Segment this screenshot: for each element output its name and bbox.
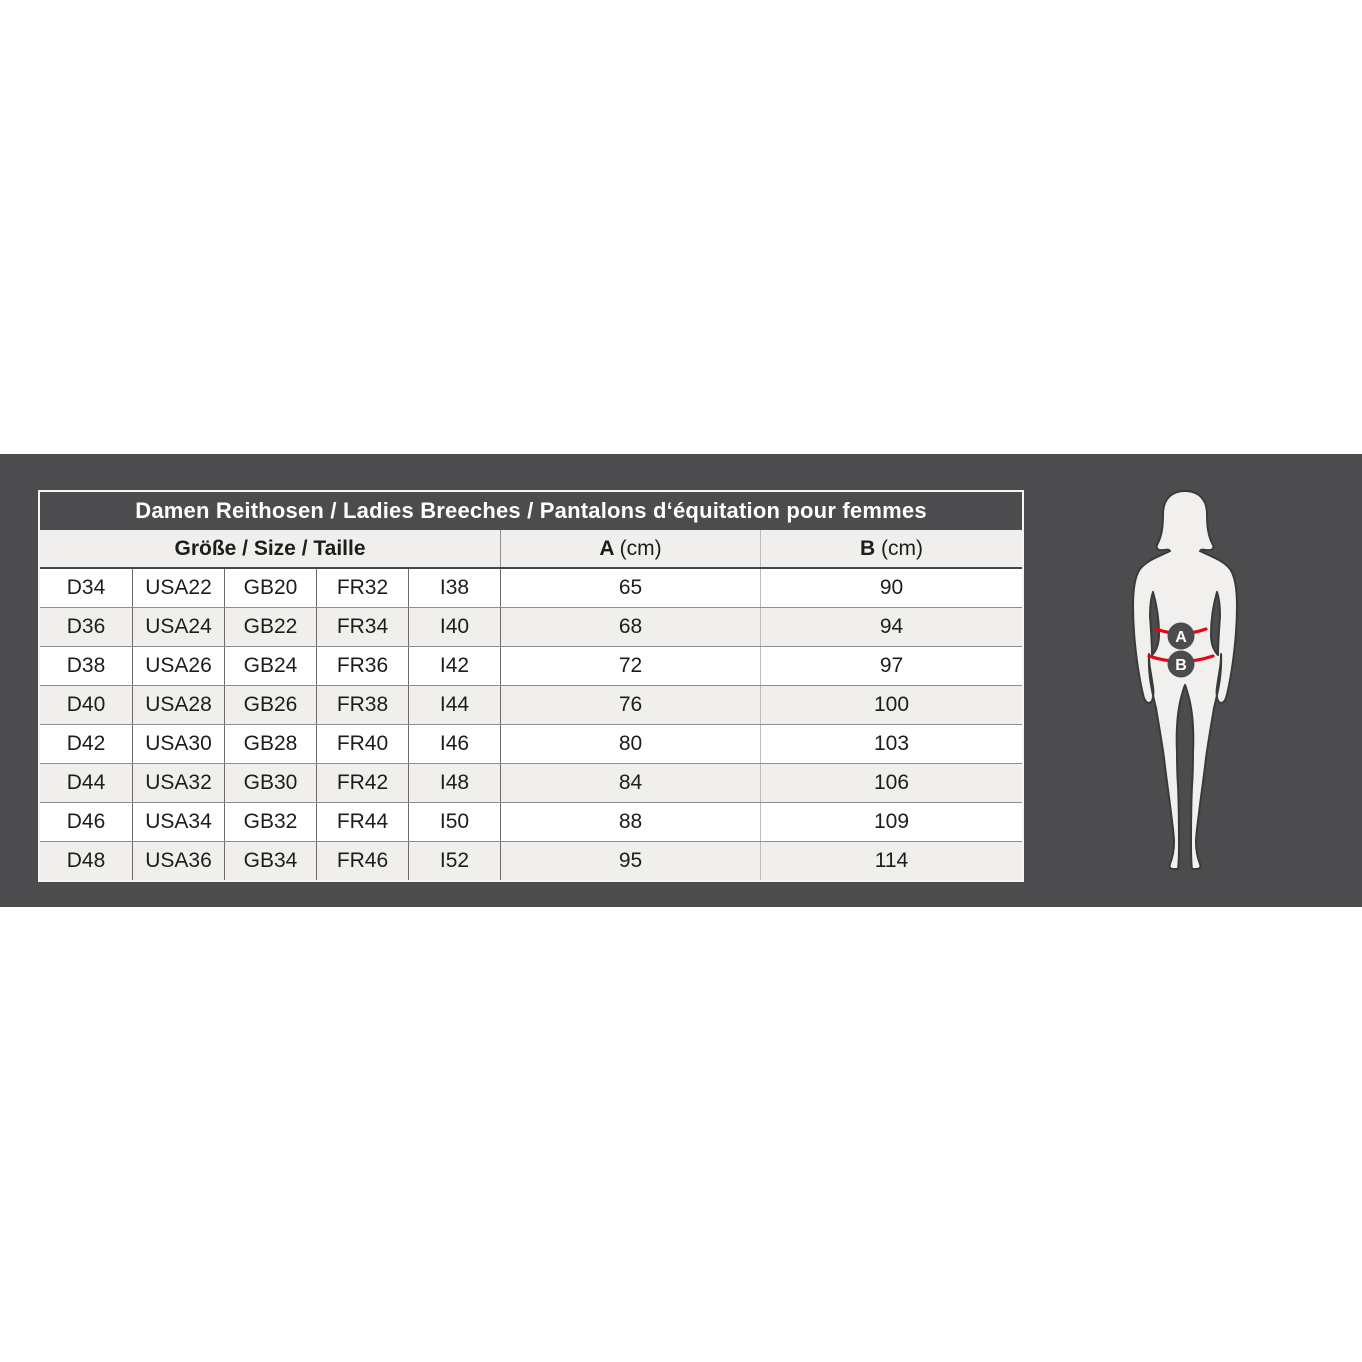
measurement-a-cell: 84 (500, 764, 760, 802)
measurement-b-cell: 100 (760, 686, 1022, 724)
table-row: D48 USA36 GB34 FR46 I52 95 114 (40, 841, 1022, 880)
size-cell-gb: GB28 (224, 725, 316, 763)
measurement-a-cell: 72 (500, 647, 760, 685)
size-cell-usa: USA34 (132, 803, 224, 841)
size-cell-usa: USA28 (132, 686, 224, 724)
size-cell-d: D48 (66, 849, 106, 872)
size-cell-d: D46 (66, 810, 106, 833)
measurement-b-cell: 114 (760, 842, 1022, 880)
size-cell-i: I38 (408, 569, 500, 607)
measurement-a-cell: 80 (500, 725, 760, 763)
size-cell-usa: USA22 (132, 569, 224, 607)
size-cell-fr: FR46 (316, 842, 408, 880)
measurement-a-cell: 88 (500, 803, 760, 841)
column-b-header: B (cm) (760, 530, 1022, 567)
size-cell-d: D38 (66, 654, 106, 677)
column-a-label: A (599, 537, 614, 560)
size-cell-gb: GB30 (224, 764, 316, 802)
size-cell-gb: GB32 (224, 803, 316, 841)
column-b-unit: (cm) (881, 537, 923, 560)
size-cell-gb: GB20 (224, 569, 316, 607)
size-cell-d: D42 (66, 732, 106, 755)
size-cell-fr: FR32 (316, 569, 408, 607)
size-cell-i: I50 (408, 803, 500, 841)
size-cell-fr: FR42 (316, 764, 408, 802)
measurement-b-cell: 97 (760, 647, 1022, 685)
size-cell-usa: USA36 (132, 842, 224, 880)
size-cell-d: D36 (66, 615, 106, 638)
size-cell-fr: FR34 (316, 608, 408, 646)
measurement-a-cell: 76 (500, 686, 760, 724)
size-cell-usa: USA24 (132, 608, 224, 646)
column-a-unit: (cm) (619, 537, 662, 560)
measurement-figure: A B (1132, 490, 1238, 870)
woman-silhouette (1132, 490, 1238, 870)
marker-a-letter: A (1175, 629, 1187, 646)
size-cell-i: I42 (408, 647, 500, 685)
measurement-b-cell: 103 (760, 725, 1022, 763)
measurement-b-cell: 94 (760, 608, 1022, 646)
marker-b-circle (1167, 650, 1195, 678)
measurement-b-cell: 90 (760, 569, 1022, 607)
measurement-a-cell: 65 (500, 569, 760, 607)
size-cell-fr: FR40 (316, 725, 408, 763)
table-row: D38 USA26 GB24 FR36 I42 72 97 (40, 646, 1022, 685)
marker-b-letter: B (1175, 657, 1187, 674)
measurement-b-cell: 109 (760, 803, 1022, 841)
size-cell-fr: FR44 (316, 803, 408, 841)
size-cell-d: D40 (66, 693, 106, 716)
size-cell-i: I48 (408, 764, 500, 802)
table-row: D40 USA28 GB26 FR38 I44 76 100 (40, 685, 1022, 724)
marker-a-badge: A (1167, 622, 1195, 650)
size-cell-gb: GB24 (224, 647, 316, 685)
table-header-row: Größe / Size / Taille A (cm) B (cm) (40, 530, 1022, 569)
table-row: D36 USA24 GB22 FR34 I40 68 94 (40, 607, 1022, 646)
marker-a-circle (1167, 622, 1195, 650)
size-cell-usa: USA26 (132, 647, 224, 685)
size-cell-i: I52 (408, 842, 500, 880)
table-row: D44 USA32 GB30 FR42 I48 84 106 (40, 763, 1022, 802)
size-chart-table: Damen Reithosen / Ladies Breeches / Pant… (38, 490, 1024, 882)
table-row: D46 USA34 GB32 FR44 I50 88 109 (40, 802, 1022, 841)
size-cell-usa: USA30 (132, 725, 224, 763)
table-title: Damen Reithosen / Ladies Breeches / Pant… (40, 492, 1022, 530)
size-cell-fr: FR36 (316, 647, 408, 685)
size-cell-usa: USA32 (132, 764, 224, 802)
size-cell-gb: GB34 (224, 842, 316, 880)
measurement-b-cell: 106 (760, 764, 1022, 802)
column-a-header: A (cm) (500, 530, 760, 567)
size-cell-i: I46 (408, 725, 500, 763)
column-b-label: B (860, 537, 876, 560)
size-columns-header: Größe / Size / Taille (174, 537, 366, 560)
size-cell-d: D34 (66, 576, 106, 599)
measurement-a-cell: 68 (500, 608, 760, 646)
size-cell-gb: GB26 (224, 686, 316, 724)
size-cell-gb: GB22 (224, 608, 316, 646)
size-cell-fr: FR38 (316, 686, 408, 724)
measurement-a-cell: 95 (500, 842, 760, 880)
marker-b-badge: B (1167, 650, 1195, 678)
table-row: D42 USA30 GB28 FR40 I46 80 103 (40, 724, 1022, 763)
size-cell-i: I44 (408, 686, 500, 724)
size-cell-i: I40 (408, 608, 500, 646)
table-row: D34 USA22 GB20 FR32 I38 65 90 (40, 569, 1022, 607)
size-cell-d: D44 (66, 771, 106, 794)
